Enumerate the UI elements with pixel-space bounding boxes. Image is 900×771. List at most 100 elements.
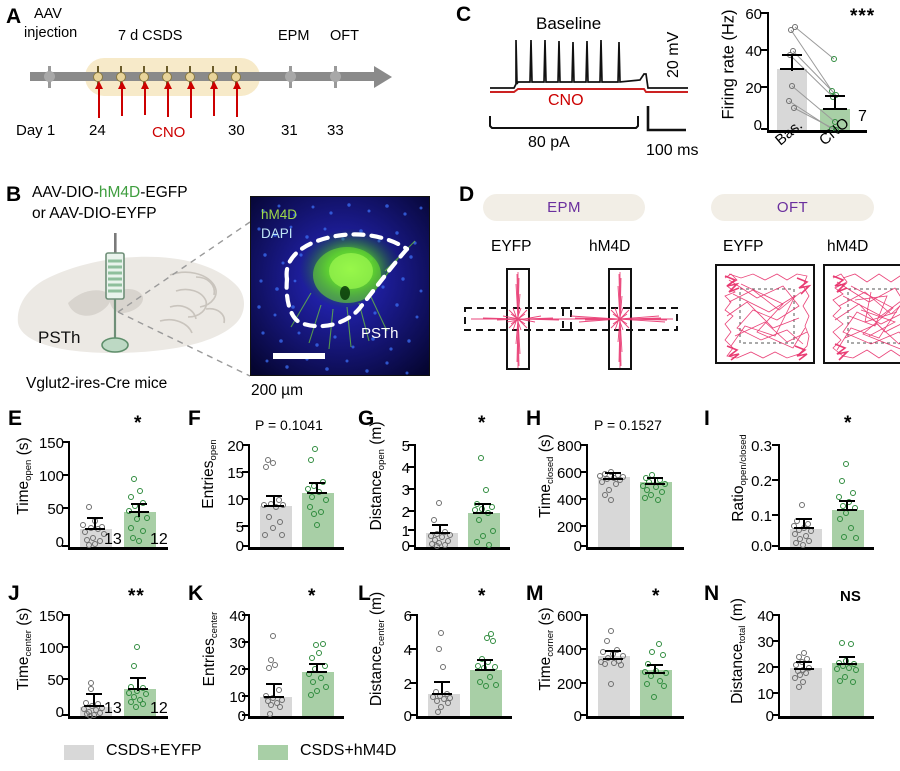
paired-lines [788, 26, 837, 131]
ytick: 0.3 [751, 438, 772, 455]
y-axis [68, 441, 71, 549]
panel-i-letter: I [704, 407, 710, 430]
pill-epm: EPM [483, 194, 645, 221]
p-value-label: P = 0.1527 [594, 417, 662, 433]
timeline-arrowhead [374, 65, 392, 88]
ytick-20: 20 [745, 80, 762, 97]
data-point [829, 88, 836, 95]
histology-label-dapi: DAPI [261, 226, 293, 241]
x-axis [778, 716, 874, 719]
ytick: 600 [556, 465, 582, 482]
cno-label: CNO [152, 124, 186, 141]
panel-g-letter: G [358, 407, 375, 430]
ytick: 100 [38, 640, 64, 657]
ytick: 4 [401, 460, 410, 477]
error-bar-cno [834, 96, 837, 110]
ytick: 0 [55, 704, 64, 721]
panel-b-injection: B AAV-DIO-hM4D-EGFP or AAV-DIO-EYFP PSTh… [0, 180, 455, 408]
data-point [831, 56, 838, 63]
ytick-mark-20 [761, 86, 767, 89]
data-point [789, 83, 796, 90]
bar-experimental [470, 670, 502, 716]
legend-label-eyfp: CSDS+EYFP [106, 742, 202, 759]
panel-l-chart: L Distancecenter (m) 6 4 2 0 * [348, 580, 520, 740]
ytick: 200 [556, 676, 582, 693]
data-point [788, 27, 795, 34]
panel-m-chart: M Timecorner (s) 600 400 200 0 * [516, 580, 694, 740]
ytick: 0 [403, 708, 412, 725]
ytick: 5 [235, 519, 244, 536]
cno-arrow-1 [94, 81, 102, 118]
virus-hm4d: hM4D [98, 184, 141, 201]
ytick: 0 [235, 538, 244, 555]
timeline-dot-day1 [44, 71, 55, 82]
epm-track-hm4d [562, 268, 678, 370]
bar-baseline [777, 69, 807, 130]
epm-group-hm4d-label: hM4D [589, 238, 631, 255]
y-axis [586, 444, 589, 549]
ytick-mark-60 [761, 12, 767, 15]
panel-n-chart: N Distancetotal (m) 40 30 20 10 0 NS [700, 580, 890, 740]
timeline-dot-csds-2 [116, 71, 126, 82]
n-label-control: 13 [104, 700, 122, 717]
ytick: 150 [38, 608, 64, 625]
y-axis [68, 614, 71, 718]
ytick: 6 [403, 608, 412, 625]
error-cap-baseline [782, 54, 802, 57]
ytick: 400 [556, 642, 582, 659]
epm-label: EPM [278, 28, 310, 44]
mouse-line-label: Vglut2-ires-Cre mice [26, 375, 168, 392]
epm-track-eyfp [464, 268, 572, 370]
panel-i-chart: I Ratioopen/closed 0.3 0.2 0.1 0.0 * [700, 405, 890, 580]
error-cap-cno [825, 95, 845, 98]
ytick: 4 [403, 642, 412, 659]
y-axis [778, 444, 781, 549]
significance-marker: * [308, 586, 317, 607]
significance-marker: NS [840, 588, 861, 605]
ytick: 20 [227, 438, 244, 455]
virus-suffix: -EGFP [140, 184, 188, 201]
oft-label: OFT [330, 28, 359, 44]
y-axis [586, 614, 589, 716]
day-label-31: 31 [281, 122, 298, 139]
x-axis [248, 716, 344, 719]
oft-track-hm4d [823, 264, 900, 364]
virus-prefix: AAV-DIO- [32, 184, 99, 201]
day-label-33: 33 [327, 122, 344, 139]
panel-h-chart: H Timeclosed (s) 800 600 400 200 0 P = 0… [516, 405, 694, 580]
ytick: 5 [401, 438, 410, 455]
ytick: 2 [401, 504, 410, 521]
panel-a-timeline: A AAV injection 7 d CSDS EPM OFT Day 1 2… [0, 0, 440, 180]
cno-arrow-3 [140, 81, 148, 115]
epm-group-eyfp-label: EYFP [491, 238, 532, 255]
firing-rate-xaxis [767, 130, 867, 133]
histology-svg [251, 197, 429, 375]
y-axis [414, 444, 417, 549]
oft-track-hm4d-svg [832, 273, 900, 361]
current-step-label: 80 pA [528, 134, 570, 151]
timeline-axis [30, 72, 375, 81]
n-label-experimental: 12 [150, 700, 168, 717]
ytick: 10 [229, 689, 246, 706]
significance-marker: * [478, 413, 487, 434]
oft-group-eyfp-label: EYFP [723, 238, 764, 255]
virus-construct-line2: or AAV-DIO-EYFP [32, 205, 157, 222]
timeline-dot-oft [330, 71, 341, 82]
timeline-dot-csds-6 [208, 71, 218, 82]
panel-n-letter: N [704, 582, 720, 605]
ytick: 1 [401, 523, 410, 540]
ytick: 400 [556, 492, 582, 509]
csds-label: 7 d CSDS [118, 28, 183, 44]
ytick-40: 40 [745, 43, 762, 60]
svg-text:PSTh: PSTh [38, 328, 81, 347]
ytick: 20 [757, 660, 774, 677]
ytick: 200 [556, 519, 582, 536]
y-axis [248, 614, 251, 716]
ytick: 40 [229, 608, 246, 625]
mean-line-cno [823, 108, 847, 111]
significance-marker: * [478, 586, 487, 607]
ytick: 150 [38, 435, 64, 452]
aav-label-line1: AAV [34, 6, 62, 22]
significance-marker: * [652, 586, 661, 607]
n-label: 7 [858, 108, 867, 125]
